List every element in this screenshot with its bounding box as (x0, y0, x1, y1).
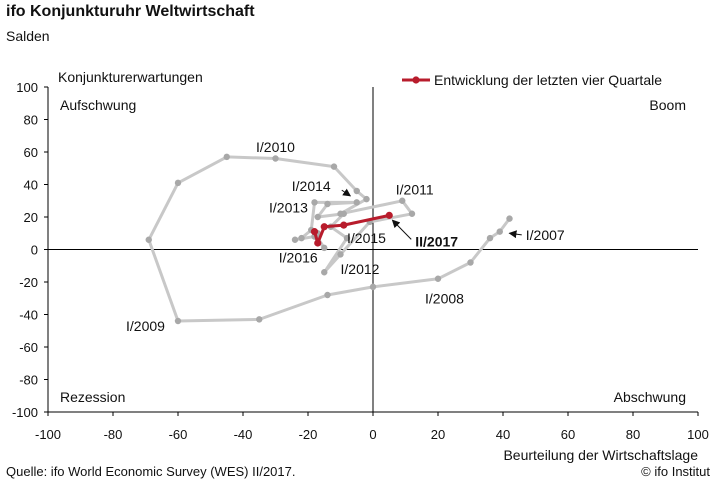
history-point (174, 317, 182, 325)
annotation-label: I/2014 (292, 178, 331, 194)
history-point (353, 187, 360, 195)
recent-point (314, 239, 322, 247)
history-point (324, 200, 331, 208)
quadrant-label-rezession: Rezession (60, 389, 125, 405)
x-tick-label: -20 (299, 427, 318, 442)
axes-group: -100 -80 -60 -40 -20 0 20 40 60 80 100 -100 -80 -60 -4… (12, 69, 709, 463)
y-tick-label: 80 (24, 113, 38, 128)
legend-label: Entwicklung der letzten vier Quartale (434, 72, 662, 88)
copyright-note: © ifo Institut (641, 464, 710, 479)
history-point (298, 234, 305, 242)
annotation-label: II/2017 (415, 233, 458, 249)
history-point (324, 291, 331, 299)
annotation-label: I/2009 (126, 318, 165, 334)
history-point (256, 316, 263, 323)
history-point (311, 199, 318, 206)
history-point (467, 259, 474, 266)
y-tick-label: 100 (16, 80, 38, 95)
history-point (363, 195, 370, 203)
y-tick-label: 20 (24, 210, 38, 225)
source-note: Quelle: ifo World Economic Survey (WES) … (6, 464, 296, 479)
y-tick-label: -40 (19, 308, 38, 323)
annotation-label: I/2010 (256, 139, 295, 155)
history-point (496, 228, 503, 235)
annotation-label: I/2008 (425, 290, 464, 306)
y-tick-label: -60 (19, 340, 38, 355)
y-tick-label: 0 (31, 243, 38, 258)
history-point (272, 155, 279, 162)
x-tick-label: -80 (104, 427, 123, 442)
annotation-label: I/2011 (396, 181, 434, 197)
quadrant-label-boom: Boom (649, 97, 686, 113)
x-tick-label: 0 (369, 427, 376, 442)
x-tick-label: -60 (169, 427, 188, 442)
history-point (321, 269, 328, 276)
recent-point (340, 221, 348, 229)
history-point (145, 236, 152, 243)
history-point (337, 251, 344, 258)
history-point (330, 163, 338, 170)
chart-subtitle: Salden (6, 28, 50, 44)
recent-series (310, 211, 393, 247)
recent-point (320, 223, 328, 231)
chart-title: ifo Konjunkturuhr Weltwirtschaft (6, 3, 255, 20)
history-point (174, 179, 182, 187)
y-tick-label: -100 (12, 405, 38, 420)
history-point (506, 215, 513, 222)
y-tick-label: -20 (19, 275, 38, 290)
quadrant-label-abschwung: Abschwung (614, 389, 686, 405)
annotation-arrow (391, 219, 412, 240)
annotation-label: I/2007 (526, 227, 565, 243)
recent-point (310, 228, 319, 236)
legend-swatch-point (412, 76, 420, 84)
history-point (340, 210, 347, 217)
annotation-label: I/2012 (341, 261, 380, 277)
history-point (343, 234, 351, 242)
y-axis-label: Konjunkturerwartungen (58, 69, 203, 85)
annotation-arrow (508, 230, 522, 239)
history-point (291, 236, 299, 243)
annotation-label: I/2016 (279, 250, 318, 266)
history-point (223, 153, 230, 161)
x-tick-label: 40 (496, 427, 510, 442)
quadrant-label-aufschwung: Aufschwung (60, 97, 136, 113)
history-point (369, 283, 377, 291)
history-point (321, 244, 328, 252)
recent-point (385, 211, 393, 219)
annotations-group: I/2007 I/2008 I/2009 I/2010 I/2011 I/2012 I/20… (126, 139, 565, 334)
history-point (486, 234, 494, 242)
x-tick-label: 60 (561, 427, 575, 442)
annotation-label: I/2013 (269, 199, 308, 215)
x-tick-label: -100 (35, 427, 61, 442)
history-point (314, 213, 321, 221)
legend: Entwicklung der letzten vier Quartale (402, 72, 662, 88)
history-point (434, 275, 442, 282)
history-point (353, 199, 360, 206)
annotation-label: I/2015 (347, 230, 386, 246)
x-tick-label: -40 (234, 427, 253, 442)
y-tick-label: 40 (24, 178, 38, 193)
x-tick-label: 80 (626, 427, 640, 442)
history-point (399, 197, 406, 204)
y-tick-label: 60 (24, 145, 38, 160)
history-point (408, 210, 416, 217)
x-axis-label: Beurteilung der Wirtschaftslage (503, 447, 698, 463)
annotation-arrow (341, 188, 352, 197)
x-tick-label: 20 (431, 427, 445, 442)
x-tick-label: 100 (687, 427, 709, 442)
y-tick-label: -80 (19, 373, 38, 388)
